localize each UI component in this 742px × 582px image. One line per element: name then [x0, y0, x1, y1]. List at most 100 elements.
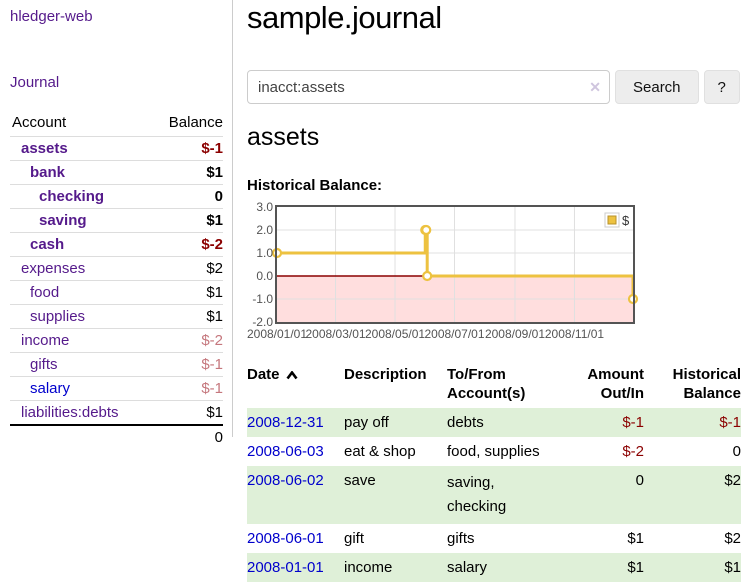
- account-name-cell: income: [10, 328, 151, 353]
- account-row: gifts $-1: [10, 352, 223, 377]
- clear-search-icon[interactable]: ✕: [589, 79, 601, 95]
- transaction-amount: $1: [627, 530, 644, 547]
- account-balance: $1: [150, 160, 223, 185]
- search-input[interactable]: [247, 70, 610, 104]
- transaction-amount: $-2: [622, 443, 644, 460]
- account-balance: $1: [150, 400, 223, 425]
- y-axis-tick: 0.0: [256, 269, 273, 283]
- account-heading: assets: [247, 123, 320, 151]
- x-axis-tick: 2008/11/01: [544, 327, 605, 341]
- sidebar: hledger-web Journal Account Balance asse…: [0, 0, 233, 449]
- transaction-date-cell: 2008-06-02: [247, 466, 344, 524]
- account-link-income[interactable]: income: [21, 332, 70, 349]
- account-name-cell: cash: [10, 232, 151, 257]
- account-name-cell: assets: [10, 136, 151, 161]
- account-row: saving $1: [10, 208, 223, 233]
- accounts-header-account: Account: [12, 114, 67, 131]
- transaction-accounts: food, supplies: [447, 443, 540, 460]
- account-balance: $-2: [150, 232, 223, 257]
- transaction-date-cell: 2008-06-03: [247, 437, 344, 466]
- account-row: salary $-1: [10, 376, 223, 401]
- chart-legend-label: $: [622, 213, 630, 228]
- account-balance: $1: [150, 304, 223, 329]
- transaction-row: 2008-12-31 pay off debts $-1 $-1: [247, 408, 741, 437]
- transaction-accounts: gifts: [447, 530, 475, 547]
- accounts-total-value: 0: [150, 424, 223, 449]
- transaction-row: 2008-01-01 income salary $1 $1: [247, 553, 741, 582]
- app-title-link[interactable]: hledger-web: [10, 8, 93, 25]
- account-balance: $2: [150, 256, 223, 281]
- accounts-header-row: Account Balance: [10, 112, 223, 137]
- transaction-amount: $-1: [622, 414, 644, 431]
- transaction-date-cell: 2008-06-01: [247, 524, 344, 553]
- y-axis-tick: 1.0: [256, 246, 273, 260]
- account-link-saving[interactable]: saving: [39, 212, 87, 229]
- account-link-assets[interactable]: assets: [21, 140, 68, 157]
- transaction-description: save: [344, 472, 376, 489]
- x-axis-tick: 2008/05/01: [364, 327, 426, 341]
- account-link-cash[interactable]: cash: [30, 236, 65, 253]
- transaction-accounts: debts: [447, 414, 484, 431]
- transaction-description: income: [344, 559, 393, 576]
- account-row: bank $1: [10, 160, 223, 185]
- account-link-food[interactable]: food: [30, 284, 60, 301]
- transaction-amount: 0: [635, 472, 644, 489]
- search-bar: ✕ Search ?: [247, 70, 741, 104]
- register-body: 2008-12-31 pay off debts $-1 $-1 2008-06-03 ea…: [247, 408, 741, 582]
- accounts-header-balance: Balance: [168, 114, 223, 131]
- account-link-liabilities-debts[interactable]: liabilities:debts: [21, 404, 119, 421]
- page-title: sample.journal: [247, 0, 442, 35]
- transaction-balance: $2: [724, 472, 741, 489]
- account-link-expenses[interactable]: expenses: [21, 260, 86, 277]
- help-button[interactable]: ?: [703, 70, 740, 104]
- register-header-accounts: To/From Account(s): [447, 366, 526, 402]
- account-row: liabilities:debts $1: [10, 400, 223, 425]
- account-balance: $-2: [150, 328, 223, 353]
- account-balance: $1: [150, 280, 223, 305]
- historical-balance-chart[interactable]: $3.0 2.0 1.0 0.0 -1.0 -2.0 2008/01/01 2008/03/0…: [247, 197, 667, 341]
- account-row: assets $-1: [10, 136, 223, 161]
- x-axis-tick: 2008/09/01: [484, 327, 545, 341]
- account-row: supplies $1: [10, 304, 223, 329]
- transaction-accounts: salary: [447, 559, 488, 576]
- register-header-description: Description: [344, 366, 427, 383]
- transaction-date-link[interactable]: 2008-06-03: [247, 443, 324, 460]
- account-name-cell: checking: [10, 184, 151, 209]
- register-header-balance: Historical Balance: [672, 366, 741, 402]
- transaction-date-cell: 2008-12-31: [247, 408, 344, 437]
- account-name-cell: saving: [10, 208, 151, 233]
- account-link-supplies[interactable]: supplies: [30, 308, 86, 325]
- transaction-accounts: saving, checking: [447, 474, 507, 515]
- accounts-total-spacer: [10, 424, 151, 449]
- account-link-salary[interactable]: salary: [30, 380, 71, 397]
- transaction-date-link[interactable]: 2008-01-01: [247, 559, 324, 576]
- transaction-date-link[interactable]: 2008-12-31: [247, 414, 324, 431]
- chart-canvas: $: [271, 205, 639, 324]
- register-header-amount: Amount Out/In: [587, 366, 644, 402]
- account-balance: $1: [150, 208, 223, 233]
- account-row: expenses $2: [10, 256, 223, 281]
- accounts-table: Account Balance assets $-1 bank $1 checking 0…: [10, 112, 223, 449]
- account-name-cell: bank: [10, 160, 151, 185]
- transaction-description: pay off: [344, 414, 389, 431]
- account-link-bank[interactable]: bank: [30, 164, 66, 181]
- chart-heading: Historical Balance:: [247, 177, 383, 194]
- y-axis-tick: 2.0: [256, 223, 273, 237]
- main-content: sample.journal ✕ Search ? assets Histori…: [233, 0, 742, 582]
- account-row: food $1: [10, 280, 223, 305]
- account-name-cell: supplies: [10, 304, 151, 329]
- transaction-date-link[interactable]: 2008-06-02: [247, 472, 324, 489]
- accounts-body: assets $-1 bank $1 checking 0 saving $1 cash $-2 e…: [10, 136, 223, 425]
- y-axis-tick: 3.0: [256, 200, 273, 214]
- search-button[interactable]: Search: [615, 70, 699, 104]
- x-axis-tick: 2008/01/01: [246, 327, 308, 341]
- transaction-row: 2008-06-01 gift gifts $1 $2: [247, 524, 741, 553]
- account-link-gifts[interactable]: gifts: [30, 356, 58, 373]
- register-header-date[interactable]: Date: [247, 363, 344, 408]
- transaction-balance: $2: [724, 530, 741, 547]
- account-link-checking[interactable]: checking: [39, 188, 105, 205]
- account-row: checking 0: [10, 184, 223, 209]
- transaction-date-link[interactable]: 2008-06-01: [247, 530, 324, 547]
- sidebar-item-journal[interactable]: Journal: [10, 74, 60, 91]
- y-axis-tick: -2.0: [252, 315, 273, 329]
